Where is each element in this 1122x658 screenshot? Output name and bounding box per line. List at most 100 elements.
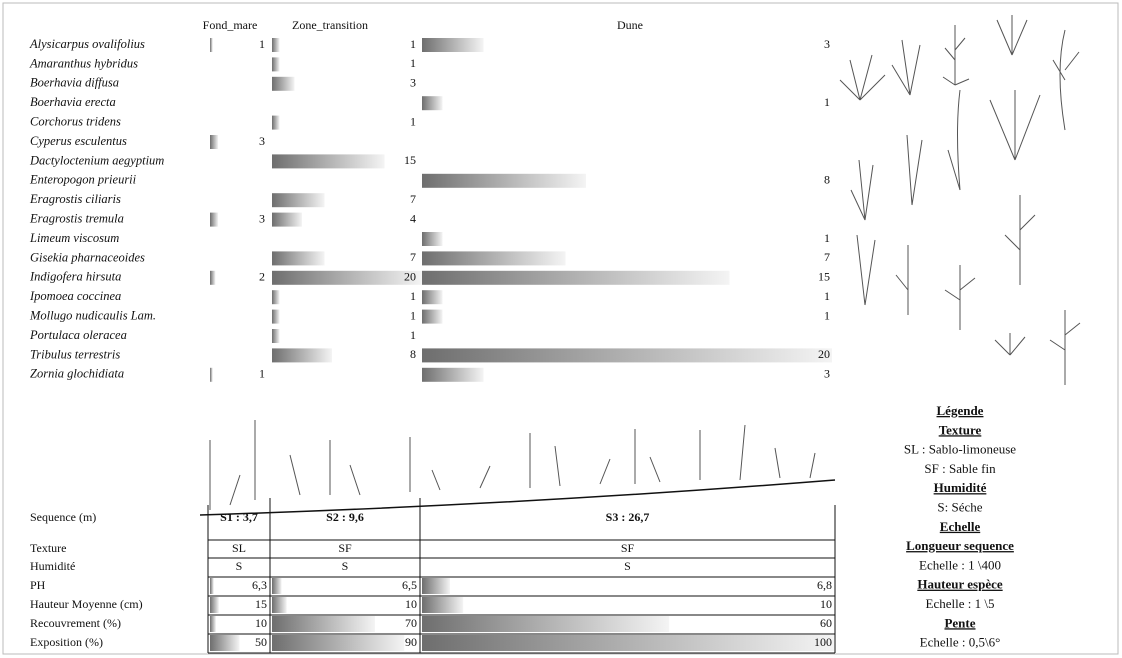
abundance-label: 7 (410, 192, 416, 206)
cell-value: 10 (255, 616, 267, 630)
legend-line: Echelle : 0,5\6° (920, 635, 1001, 650)
legend-heading: Humidité (934, 480, 987, 495)
cell-bar (422, 616, 669, 632)
abundance-bar (272, 193, 325, 207)
abundance-bar (422, 232, 443, 246)
cell-value: 10 (405, 597, 417, 611)
cell-text: S1 : 3,7 (220, 510, 258, 524)
row-label: Texture (30, 541, 66, 555)
cell-bar (272, 616, 375, 632)
row-label: Sequence (m) (30, 510, 96, 524)
cell-value: 10 (820, 597, 832, 611)
species-name: Alysicarpus ovalifolius (29, 37, 145, 51)
abundance-label: 7 (824, 250, 830, 264)
abundance-label: 1 (410, 56, 416, 70)
abundance-bar (210, 135, 218, 149)
cell-text: SF (621, 541, 635, 555)
cell-text: S3 : 26,7 (606, 510, 650, 524)
species-name: Gisekia pharnaceoides (30, 250, 145, 264)
abundance-label: 3 (410, 76, 416, 90)
abundance-label: 15 (404, 153, 416, 167)
abundance-label: 1 (259, 37, 265, 51)
species-name: Mollugo nudicaulis Lam. (29, 308, 156, 322)
species-name: Corchorus tridens (30, 114, 121, 128)
abundance-bar (422, 348, 832, 362)
cell-text: S (236, 559, 243, 573)
cell-bar (272, 635, 404, 651)
abundance-label: 20 (818, 347, 830, 361)
row-label: Exposition (%) (30, 635, 103, 649)
abundance-label: 15 (818, 270, 830, 284)
cell-bar (422, 635, 834, 651)
plant-sketches (200, 15, 1080, 515)
abundance-label: 1 (410, 114, 416, 128)
frame (3, 3, 1118, 654)
legend-line: Echelle : 1 \400 (919, 557, 1001, 572)
abundance-bar (272, 310, 280, 324)
species-name: Boerhavia erecta (30, 95, 116, 109)
legend-line: SF : Sable fin (924, 461, 996, 476)
abundance-label: 1 (410, 37, 416, 51)
abundance-label: 8 (824, 173, 830, 187)
abundance-label: 2 (259, 270, 265, 284)
cell-text: SL (232, 541, 246, 555)
cell-value: 70 (405, 616, 417, 630)
abundance-label: 1 (824, 95, 830, 109)
abundance-bar (272, 154, 385, 168)
species-name: Cyperus esculentus (30, 134, 127, 148)
abundance-bar (272, 38, 280, 52)
abundance-label: 1 (410, 328, 416, 342)
species-name: Boerhavia diffusa (30, 76, 119, 90)
abundance-bar (272, 77, 295, 91)
abundance-bar (272, 290, 280, 304)
cell-bar (272, 578, 282, 594)
abundance-bar (272, 116, 280, 130)
cell-text: S (624, 559, 631, 573)
abundance-bar (210, 368, 213, 382)
abundance-label: 1 (410, 289, 416, 303)
cell-text: SF (338, 541, 352, 555)
abundance-bar (210, 213, 218, 227)
species-name: Amaranthus hybridus (29, 56, 138, 70)
abundance-label: 1 (824, 231, 830, 245)
cell-text: S2 : 9,6 (326, 510, 364, 524)
legend-line: S: Séche (937, 499, 982, 514)
abundance-bar (272, 213, 302, 227)
legend-heading: Pente (944, 615, 975, 630)
legend-heading: Hauteur espèce (917, 577, 1003, 592)
cell-value: 15 (255, 597, 267, 611)
abundance-label: 3 (259, 211, 265, 225)
row-label: PH (30, 578, 46, 592)
cell-bar (210, 597, 219, 613)
figure: Fond_mareZone_transitionDuneAlysicarpus … (0, 0, 1122, 658)
legend-heading: Texture (939, 422, 982, 437)
cell-bar (210, 635, 240, 651)
column-header: Zone_transition (292, 18, 368, 32)
legend-line: Echelle : 1 \5 (926, 596, 995, 611)
abundance-label: 8 (410, 347, 416, 361)
abundance-label: 7 (410, 250, 416, 264)
species-name: Eragrostis ciliaris (29, 192, 121, 206)
species-name: Enteropogon prieurii (29, 173, 137, 187)
abundance-label: 4 (410, 211, 416, 225)
cell-value: 50 (255, 635, 267, 649)
abundance-bar (272, 348, 332, 362)
legend-heading: Longueur sequence (906, 538, 1014, 553)
abundance-label: 1 (410, 308, 416, 322)
abundance-label: 3 (259, 134, 265, 148)
abundance-bar (422, 290, 443, 304)
column-header: Fond_mare (203, 18, 258, 32)
species-name: Limeum viscosum (29, 231, 119, 245)
abundance-bar (422, 368, 484, 382)
cell-bar (422, 578, 450, 594)
abundance-label: 3 (824, 37, 830, 51)
abundance-bar (422, 174, 586, 188)
species-name: Portulaca oleracea (29, 328, 127, 342)
species-name: Dactyloctenium aegyptium (29, 153, 164, 167)
cell-value: 6,3 (252, 578, 267, 592)
abundance-bar (422, 251, 566, 265)
cell-value: 60 (820, 616, 832, 630)
abundance-label: 3 (824, 367, 830, 381)
species-name: Ipomoea coccinea (29, 289, 121, 303)
abundance-bar (272, 271, 422, 285)
